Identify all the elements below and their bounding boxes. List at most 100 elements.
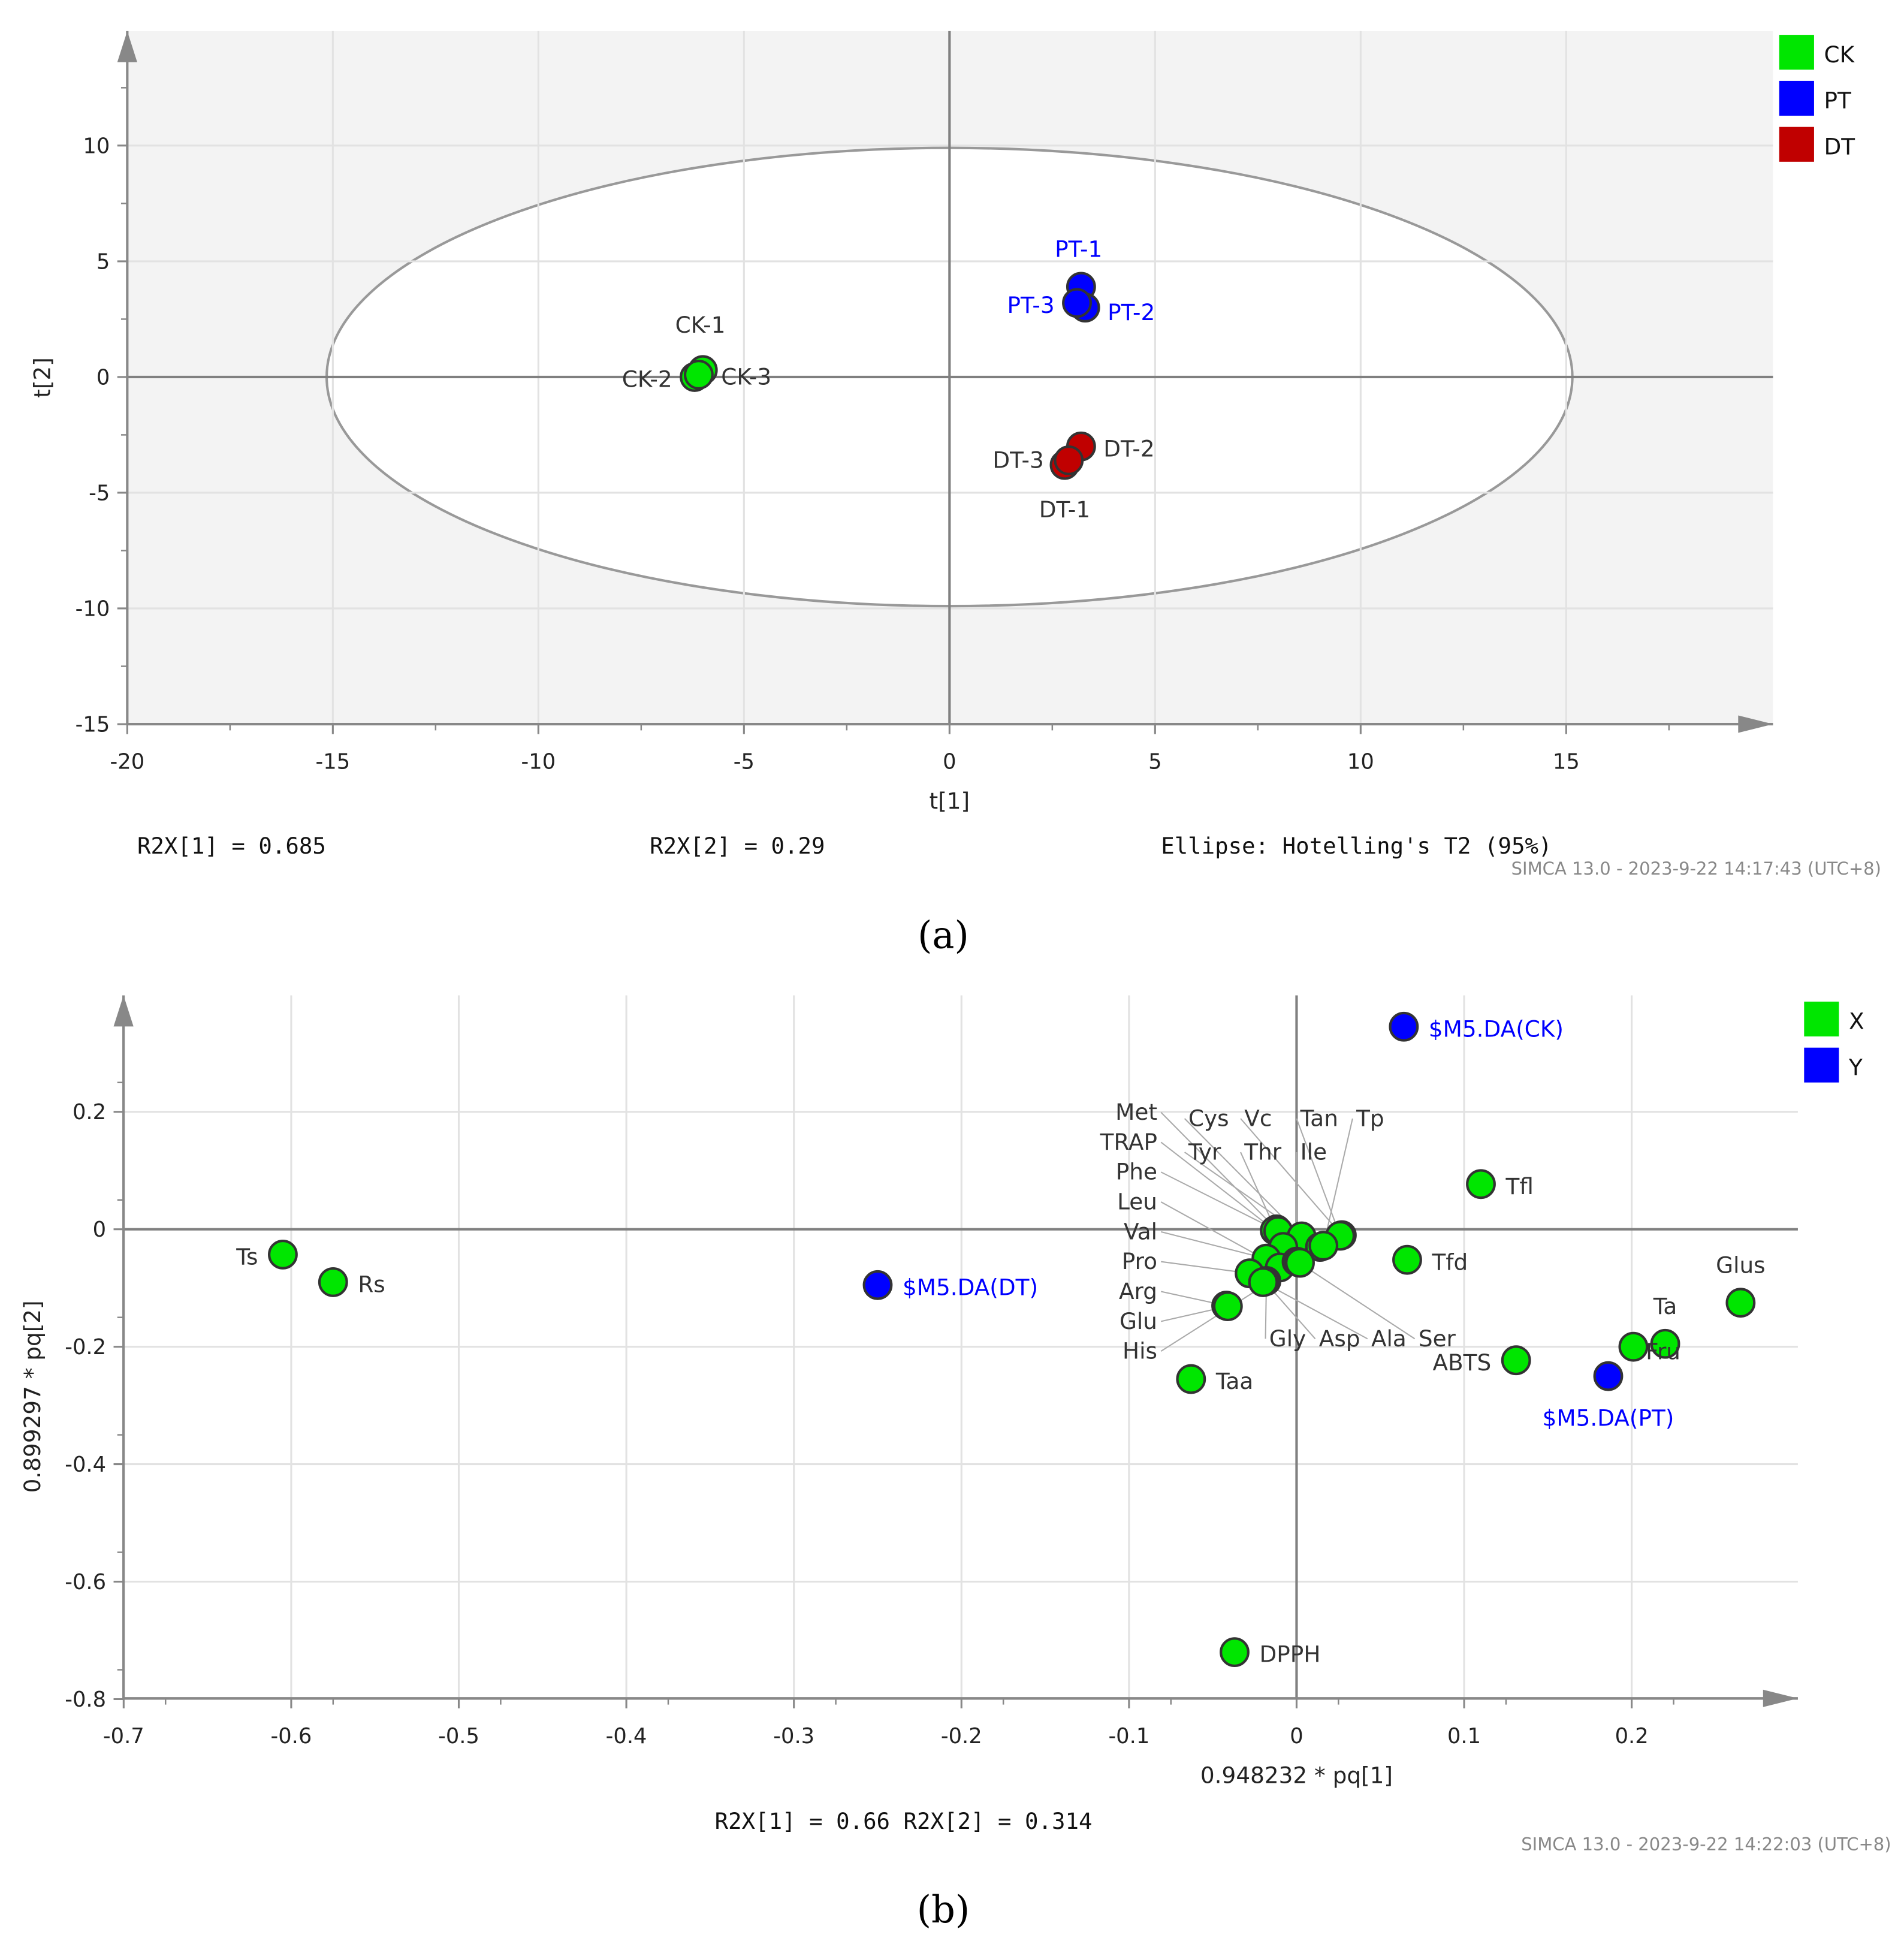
point-label: TRAP <box>1100 1129 1157 1155</box>
legend-swatch <box>1779 80 1814 116</box>
data-point <box>1285 1247 1315 1278</box>
simca-stamp-a: SIMCA 13.0 - 2023-9-22 14:17:43 (UTC+8) <box>1511 858 1881 879</box>
point-label: $M5.DA(PT) <box>1543 1405 1674 1431</box>
x-tick-label: -0.2 <box>941 1724 982 1749</box>
loading-plot-b: -0.7 -0.6 -0.5 -0.4 -0.3 -0.2 -0.1 0 0.1 0.2 0.2 0 -… <box>19 995 1891 1854</box>
point-label: PT-1 <box>1055 236 1102 263</box>
label-leader-line <box>1296 1118 1341 1236</box>
point-label: Val <box>1124 1218 1157 1244</box>
y-tick-label: -5 <box>89 481 110 505</box>
label-leader-line <box>1160 1171 1279 1232</box>
data-point <box>268 1239 298 1270</box>
caption-a: (a) <box>918 914 969 957</box>
legend-label: CK <box>1824 41 1855 68</box>
data-point <box>1248 1267 1278 1297</box>
point-label: Fru <box>1646 1338 1680 1364</box>
y-tick-label: -0.4 <box>65 1452 106 1477</box>
point-label: Vc <box>1244 1105 1272 1131</box>
data-point <box>1618 1331 1649 1362</box>
x-tick-label: 0 <box>943 750 956 774</box>
legend-label: Y <box>1848 1054 1863 1080</box>
y-tick-label: 0 <box>96 365 110 390</box>
point-label: $M5.DA(DT) <box>903 1274 1038 1300</box>
data-point <box>1054 445 1084 475</box>
x-tick-label: -0.5 <box>438 1724 479 1749</box>
point-label: Rs <box>358 1271 385 1298</box>
x-axis-arrow-icon <box>1738 715 1773 733</box>
data-point <box>1389 1011 1419 1042</box>
point-label: $M5.DA(CK) <box>1429 1015 1564 1042</box>
y-tick-label: 10 <box>83 134 110 158</box>
data-point <box>1220 1637 1250 1668</box>
y-tick-label: -15 <box>76 712 110 737</box>
x-tick-label: -0.6 <box>271 1724 312 1749</box>
point-label: CK-3 <box>721 364 771 390</box>
x-tick-label: 15 <box>1553 750 1580 774</box>
data-point <box>1212 1291 1243 1321</box>
point-label: CK-1 <box>675 312 726 338</box>
y-tick-label: -10 <box>76 596 110 621</box>
r2x-b: R2X[1] = 0.66 R2X[2] = 0.314 <box>715 1808 1093 1834</box>
point-label: Ta <box>1653 1293 1677 1319</box>
point-label: Pro <box>1122 1248 1157 1274</box>
point-label: Glu <box>1120 1308 1157 1334</box>
label-leader-line <box>1263 1281 1368 1340</box>
point-label: Arg <box>1119 1278 1157 1304</box>
y-tick-label: -0.8 <box>65 1687 106 1712</box>
point-label: Tfl <box>1505 1173 1534 1199</box>
x-tick-label: -5 <box>734 750 755 774</box>
point-label: Phe <box>1116 1159 1157 1185</box>
x-tick-label: 5 <box>1148 750 1161 774</box>
y-tick-label: -0.2 <box>65 1335 106 1360</box>
x-axis-label: t[1] <box>930 788 970 814</box>
y-tick-label: 5 <box>96 249 110 274</box>
data-point <box>862 1270 893 1300</box>
simca-stamp-b: SIMCA 13.0 - 2023-9-22 14:22:03 (UTC+8) <box>1521 1834 1891 1854</box>
point-label: DT-2 <box>1103 435 1154 462</box>
y-axis-label: t[2] <box>29 357 56 398</box>
y-tick-label: 0 <box>93 1217 106 1242</box>
point-label: Tp <box>1356 1105 1384 1131</box>
x-tick-label: 0 <box>1290 1724 1303 1749</box>
x-axis-arrow-icon <box>1763 1689 1798 1707</box>
y-tick-label: -0.6 <box>65 1570 106 1595</box>
point-label: Taa <box>1215 1368 1253 1394</box>
point-label: Tfd <box>1431 1249 1468 1275</box>
point-label: Glus <box>1716 1252 1765 1278</box>
point-label: Ts <box>236 1243 258 1270</box>
data-point <box>1501 1345 1531 1376</box>
legend-swatch <box>1804 1001 1839 1037</box>
point-label: Tan <box>1300 1105 1338 1131</box>
x-tick-label: -20 <box>110 750 145 774</box>
score-plot-a: -20 -15 -10 -5 0 5 10 151050-5-10-15t[1]t[2]CKP… <box>29 31 1881 879</box>
point-label: ABTS <box>1432 1349 1491 1376</box>
point-label: Cys <box>1188 1105 1229 1131</box>
caption-b: (b) <box>917 1888 970 1931</box>
point-label: Met <box>1115 1099 1157 1125</box>
point-label: PT-2 <box>1108 299 1155 325</box>
data-point <box>1308 1231 1339 1261</box>
r2x2-a: R2X[2] = 0.29 <box>650 833 825 859</box>
point-label: PT-3 <box>1007 292 1054 318</box>
point-label: DT-3 <box>992 447 1043 473</box>
point-label: Tyr <box>1188 1138 1221 1165</box>
data-point <box>1062 288 1092 318</box>
legend-swatch <box>1804 1047 1839 1083</box>
point-label: Asp <box>1319 1325 1360 1352</box>
point-label: Ile <box>1300 1138 1327 1165</box>
legend-swatch <box>1779 35 1814 70</box>
data-point <box>1593 1361 1624 1391</box>
data-point <box>1650 1328 1680 1359</box>
y-axis-arrow-icon <box>113 995 134 1027</box>
data-point <box>1176 1364 1206 1394</box>
label-leader-line <box>1160 1231 1267 1259</box>
x-tick-label: -0.3 <box>773 1724 814 1749</box>
x-tick-label: 0.2 <box>1615 1724 1649 1749</box>
label-leader-line <box>1240 1118 1342 1236</box>
y-axis-label: 0.899297 * pq[2] <box>19 1300 46 1493</box>
point-label: DT-1 <box>1039 496 1090 523</box>
x-tick-label: 10 <box>1347 750 1374 774</box>
data-point <box>1725 1288 1756 1318</box>
label-leader-line <box>1323 1118 1353 1246</box>
